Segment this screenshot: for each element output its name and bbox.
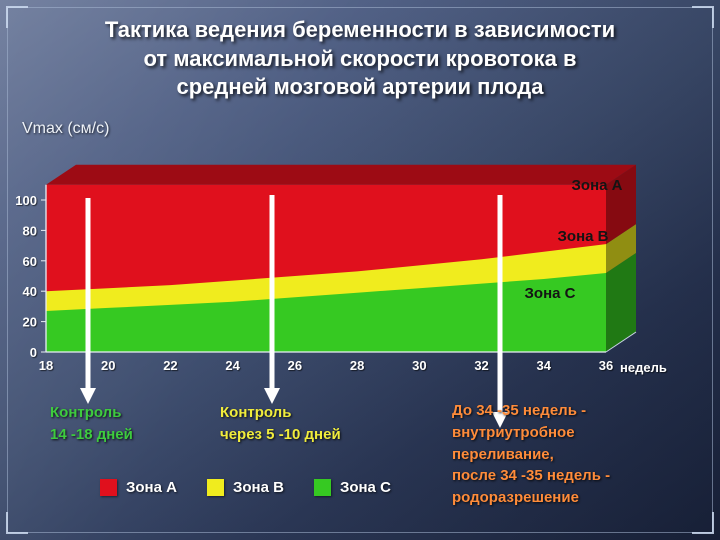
legend-swatch — [100, 479, 117, 496]
x-tick-label: 34 — [537, 358, 552, 373]
x-tick-label: 18 — [39, 358, 53, 373]
legend-label: Зона B — [232, 479, 284, 496]
zone-area — [46, 273, 606, 352]
pointer-arrowhead — [492, 412, 508, 428]
y-tick-label: 20 — [23, 315, 37, 330]
annotation-control-5-10-days: Контроль через 5 -10 дней — [220, 404, 341, 443]
stacked-area-chart: 0 20 40 60 80 100 18 20 22 24 26 28 30 32 34 36 недель Зо… — [15, 164, 667, 428]
x-tick-label: 32 — [474, 358, 488, 373]
legend-swatch — [313, 479, 331, 496]
zone-name-label: Зона B — [558, 228, 609, 245]
floor-edge — [605, 331, 637, 353]
annotation-transfusion-delivery: До 34 -35 недель - внутриутробное перели… — [452, 402, 611, 506]
x-tick-label: 22 — [163, 358, 177, 373]
annotation-control-14-18-days: Контроль 14 -18 дней — [50, 404, 133, 443]
pointer-arrowhead — [80, 388, 96, 404]
x-tick-label: 36 — [599, 358, 613, 373]
chart-side-face — [606, 252, 636, 352]
legend-label: Зона A — [126, 479, 177, 496]
chart-side-face — [606, 224, 636, 273]
y-axis-label: Vmax (см/с) — [22, 120, 110, 137]
x-tick-label: 28 — [350, 358, 364, 373]
frame-corner — [692, 512, 714, 534]
legend-label: Зона C — [339, 479, 391, 496]
zone-name-label: Зона C — [525, 285, 576, 302]
legend-item: Зона A — [100, 479, 177, 496]
y-tick-label: 40 — [23, 284, 37, 299]
y-tick-label: 80 — [23, 223, 37, 238]
frame-corner — [692, 6, 714, 28]
legend-item: Зона B — [206, 479, 284, 496]
x-tick-label: 30 — [412, 358, 426, 373]
y-tick-label: 100 — [15, 193, 37, 208]
pointer-arrowhead — [264, 388, 280, 404]
y-tick-label: 0 — [30, 345, 37, 360]
zone-name-label: Зона A — [572, 177, 623, 194]
chart-side-face — [606, 164, 636, 245]
legend-swatch — [206, 479, 224, 496]
chart-top-face — [46, 164, 636, 185]
legend-item: Зона C — [313, 479, 391, 496]
chart-legend: Зона A Зона B Зона C — [100, 479, 391, 496]
x-tick-label: 24 — [225, 358, 240, 373]
slide-title: Тактика ведения беременности в зависимос… — [104, 17, 616, 100]
x-tick-label: 20 — [101, 358, 115, 373]
x-axis-unit: недель — [620, 360, 667, 375]
x-tick-label: 26 — [288, 358, 302, 373]
frame-corner — [6, 6, 28, 28]
frame-corner — [6, 512, 28, 534]
y-tick-label: 60 — [23, 254, 37, 269]
